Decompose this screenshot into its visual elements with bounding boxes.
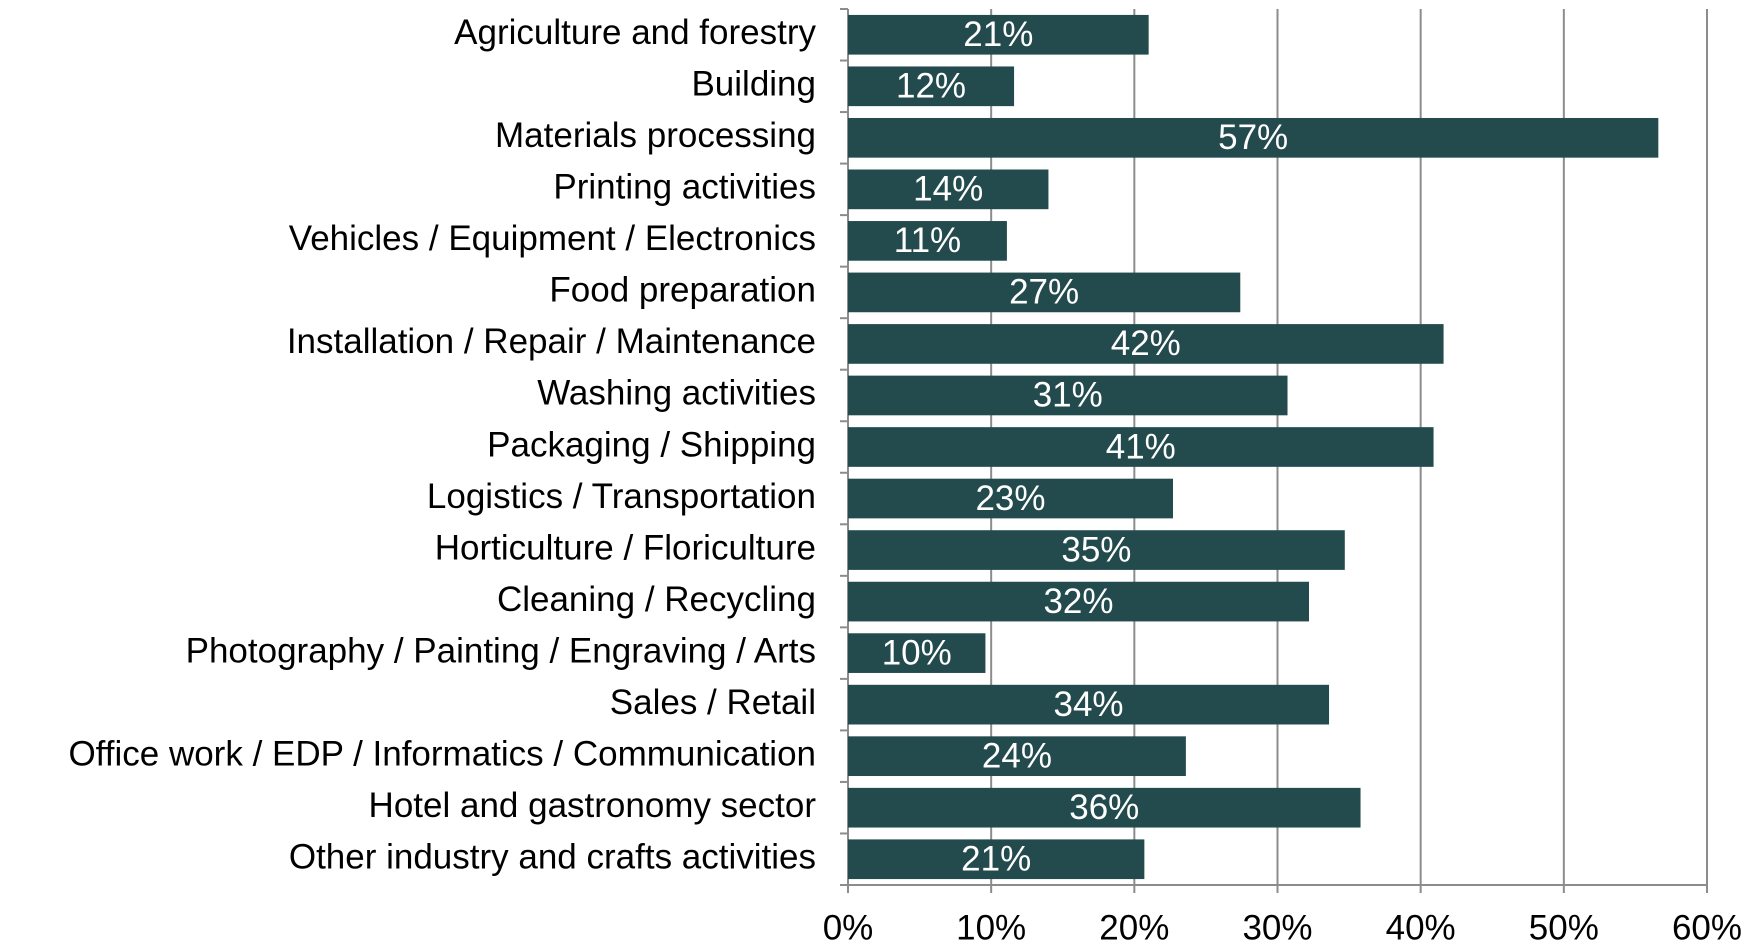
y-tick-label: Printing activities (553, 168, 816, 207)
y-tick-label: Materials processing (495, 116, 816, 155)
y-tick-label: Horticulture / Floriculture (435, 528, 816, 567)
x-tick-label: 0% (823, 908, 874, 942)
y-tick-label: Installation / Repair / Maintenance (287, 322, 816, 361)
y-tick-label: Washing activities (537, 374, 816, 413)
value-label: 21% (963, 15, 1033, 54)
x-tick-label: 50% (1529, 908, 1599, 942)
value-label: 34% (1053, 685, 1123, 724)
y-tick-label: Food preparation (549, 271, 816, 310)
y-tick-label: Cleaning / Recycling (497, 580, 816, 619)
value-label: 12% (896, 67, 966, 106)
value-label: 36% (1069, 788, 1139, 827)
bar (848, 736, 1186, 777)
value-label: 27% (1009, 273, 1079, 312)
bar (848, 221, 1007, 261)
y-tick-label: Other industry and crafts activities (289, 837, 816, 876)
bar (848, 684, 1330, 725)
value-label: 24% (982, 736, 1052, 775)
bar (848, 66, 1015, 107)
value-label: 41% (1106, 427, 1176, 466)
x-tick-label: 60% (1672, 908, 1742, 942)
y-tick-label: Photography / Painting / Engraving / Art… (186, 631, 816, 670)
y-tick-label: Hotel and gastronomy sector (369, 786, 817, 825)
bar (848, 324, 1444, 364)
value-label: 14% (913, 170, 983, 209)
value-label: 42% (1111, 324, 1181, 363)
bar (848, 581, 1309, 622)
bar (848, 272, 1241, 313)
bar (848, 14, 1149, 55)
y-tick-label: Building (691, 65, 816, 104)
value-label: 57% (1218, 118, 1288, 157)
bar (848, 530, 1345, 570)
y-tick-label: Logistics / Transportation (427, 477, 816, 516)
y-tick-label: Sales / Retail (610, 683, 816, 722)
y-tick-label: Agriculture and forestry (454, 13, 816, 52)
bar (848, 169, 1049, 210)
x-tick-label: 10% (956, 908, 1026, 942)
x-tick-label: 30% (1242, 908, 1312, 942)
y-tick-label: Vehicles / Equipment / Electronics (289, 219, 816, 258)
bar (848, 787, 1361, 828)
x-tick-label: 20% (1099, 908, 1169, 942)
bar (848, 633, 986, 673)
value-label: 23% (975, 479, 1045, 518)
value-label: 11% (894, 221, 961, 260)
bar (848, 839, 1145, 880)
bar (848, 117, 1659, 158)
value-label: 10% (882, 633, 952, 672)
bar (848, 427, 1434, 467)
y-tick-label: Packaging / Shipping (487, 425, 816, 464)
value-label: 21% (961, 839, 1031, 878)
value-label: 35% (1061, 530, 1131, 569)
value-label: 31% (1033, 376, 1103, 415)
y-tick-label: Office work / EDP / Informatics / Commun… (68, 734, 816, 773)
bar (848, 478, 1173, 519)
x-tick-label: 40% (1386, 908, 1456, 942)
value-label: 32% (1043, 582, 1113, 621)
bar (848, 375, 1288, 416)
